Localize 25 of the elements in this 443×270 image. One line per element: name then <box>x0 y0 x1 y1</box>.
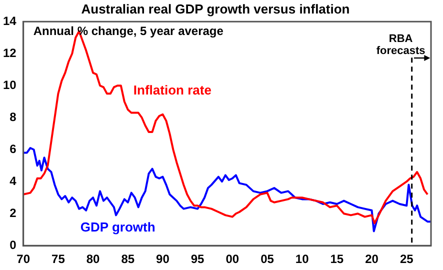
y-tick-label: 14 <box>2 14 17 28</box>
y-tick-label: 6 <box>10 142 17 156</box>
y-tick-label: 2 <box>10 206 17 220</box>
y-tick-label: 12 <box>2 46 17 60</box>
x-tick-label: 25 <box>400 252 414 266</box>
x-tick-label: 20 <box>365 252 379 266</box>
y-tick-label: 4 <box>10 174 17 188</box>
x-tick-label: 80 <box>86 252 100 266</box>
y-tick-label: 0 <box>10 238 17 252</box>
x-tick-label: 15 <box>330 252 344 266</box>
x-tick-label: 00 <box>226 252 240 266</box>
series-label: Inflation rate <box>133 82 212 98</box>
x-tick-label: 10 <box>295 252 310 266</box>
x-tick-label: 75 <box>52 252 66 266</box>
series-label: GDP growth <box>80 219 156 234</box>
x-tick-label: 95 <box>190 252 205 266</box>
x-tick-label: 85 <box>121 252 135 266</box>
chart-subtitle: Annual % change, 5 year average <box>33 24 224 38</box>
x-tick-label: 05 <box>260 252 274 266</box>
x-tick-label: 90 <box>156 252 170 266</box>
ref-line-label: RBA forecasts <box>376 33 426 58</box>
y-tick-label: 10 <box>2 78 17 92</box>
y-tick-label: 8 <box>10 110 17 124</box>
chart-title: Australian real GDP growth versus inflation <box>81 1 350 16</box>
x-tick-label: 70 <box>16 252 30 266</box>
